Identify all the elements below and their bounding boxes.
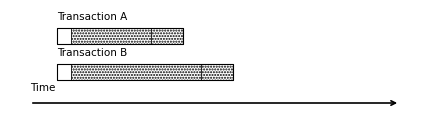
Bar xyxy=(151,28,183,44)
Text: Transaction B: Transaction B xyxy=(57,48,127,58)
Bar xyxy=(57,28,183,44)
Text: Transaction A: Transaction A xyxy=(57,12,127,22)
Bar xyxy=(57,64,71,80)
Bar xyxy=(71,64,201,80)
Text: Time: Time xyxy=(30,83,56,93)
Bar xyxy=(71,28,151,44)
Bar xyxy=(57,64,233,80)
Bar xyxy=(201,64,233,80)
Bar xyxy=(57,28,71,44)
